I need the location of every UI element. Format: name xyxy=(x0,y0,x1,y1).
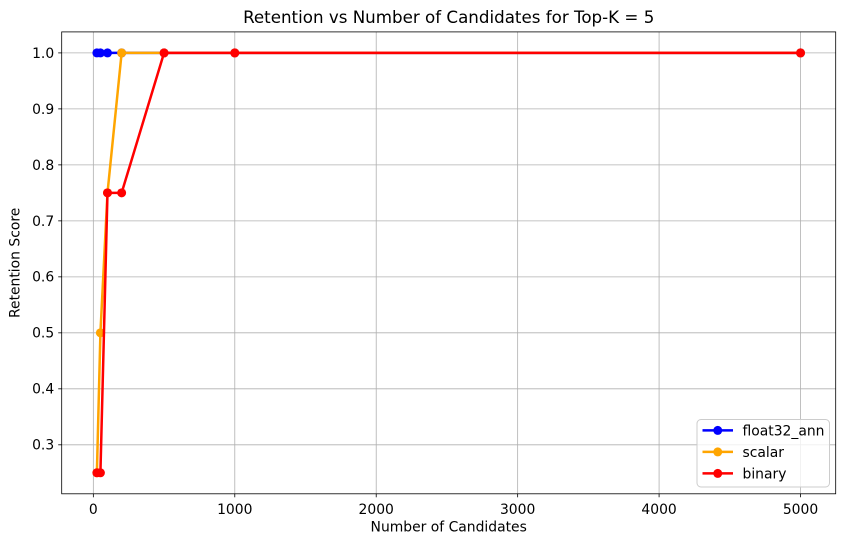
x-axis-tick-label: 5000 xyxy=(783,502,818,518)
y-axis-tick-label: 0.6 xyxy=(32,270,54,286)
x-axis-tick-label: 1000 xyxy=(217,502,252,518)
series-marker-binary xyxy=(102,188,112,198)
legend-box xyxy=(696,419,830,488)
series-marker-scalar xyxy=(117,48,127,58)
y-axis-tick-label: 1.0 xyxy=(32,46,54,62)
x-axis-tick-label: 2000 xyxy=(359,502,394,518)
series-marker-float32_ann xyxy=(95,48,105,58)
y-axis-tick-label: 0.5 xyxy=(32,326,54,342)
y-axis-tick-label: 0.8 xyxy=(32,158,54,174)
legend-marker-float32_ann xyxy=(713,425,723,435)
plot-border xyxy=(61,31,837,495)
x-axis-tick-label: 4000 xyxy=(641,502,676,518)
legend-marker-scalar xyxy=(713,447,723,457)
series-marker-binary xyxy=(95,468,105,478)
y-axis-tick-label: 0.9 xyxy=(32,102,54,118)
series-marker-float32_ann xyxy=(102,48,112,58)
y-axis-tick-label: 0.4 xyxy=(32,382,54,398)
x-axis-title: Number of Candidates xyxy=(371,520,527,536)
x-axis-tick-label: 3000 xyxy=(500,502,535,518)
series-marker-binary xyxy=(159,48,169,58)
x-axis-tick-label: 0 xyxy=(89,502,98,518)
y-axis-title: Retention Score xyxy=(8,208,24,318)
legend-marker-binary xyxy=(713,468,723,478)
series-marker-binary xyxy=(796,48,806,58)
legend-label-float32_ann: float32_ann xyxy=(743,423,825,439)
series-marker-binary xyxy=(230,48,240,58)
y-axis-tick-label: 0.7 xyxy=(32,214,54,230)
legend-label-scalar: scalar xyxy=(743,445,785,461)
legend-label-binary: binary xyxy=(743,466,787,482)
y-axis-tick-label: 0.3 xyxy=(32,438,54,454)
series-marker-binary xyxy=(117,188,127,198)
chart-title: Retention vs Number of Candidates for To… xyxy=(243,7,654,27)
